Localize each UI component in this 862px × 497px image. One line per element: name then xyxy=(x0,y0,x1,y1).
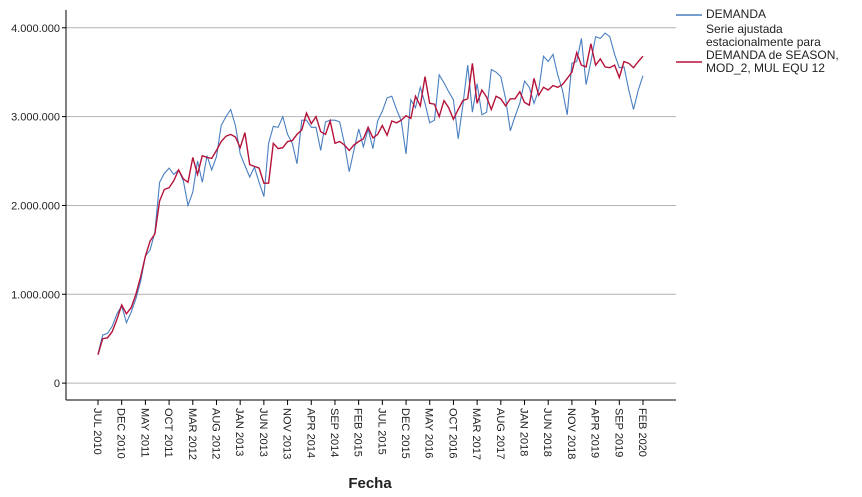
y-tick-label: 3.000.000 xyxy=(11,112,60,124)
x-tick-label: JUL 2015 xyxy=(375,408,387,455)
legend-label: Serie ajustada estacionalmente para DEMA… xyxy=(706,22,839,75)
y-tick-label: 1.000.000 xyxy=(11,289,60,301)
x-tick-label: OCT 2016 xyxy=(446,408,458,459)
x-tick-label: JUN 2018 xyxy=(541,408,553,457)
series-line xyxy=(97,32,644,354)
x-tick-label: APR 2014 xyxy=(304,408,316,458)
legend-swatch xyxy=(676,61,702,63)
y-tick-label: 4.000.000 xyxy=(11,23,60,35)
x-tick-label: FEB 2020 xyxy=(636,408,648,457)
x-tick-label: MAY 2016 xyxy=(423,408,435,458)
x-tick-label: AUG 2012 xyxy=(209,408,221,459)
x-tick-label: AUG 2017 xyxy=(494,408,506,459)
x-tick-label: MAR 2017 xyxy=(470,408,482,460)
legend-label: DEMANDA xyxy=(706,7,767,21)
series-line xyxy=(97,43,644,355)
legend-swatch xyxy=(676,14,702,16)
x-tick-label: MAR 2012 xyxy=(186,408,198,460)
x-tick-label: JAN 2013 xyxy=(233,408,245,456)
x-tick-label: SEP 2014 xyxy=(328,408,340,457)
legend-item: Serie ajustada estacionalmente para DEMA… xyxy=(676,23,862,75)
x-tick-label: JAN 2018 xyxy=(518,408,530,456)
y-tick-label: 0 xyxy=(54,378,60,390)
x-tick-label: JUL 2010 xyxy=(91,408,103,455)
x-tick-label: OCT 2011 xyxy=(162,408,174,458)
legend: DEMANDA Serie ajustada estacionalmente pa… xyxy=(676,8,862,77)
x-axis-title: Fecha xyxy=(348,475,392,492)
x-tick-label: DEC 2015 xyxy=(399,408,411,459)
legend-item: DEMANDA xyxy=(676,8,862,21)
x-tick-label: NOV 2013 xyxy=(281,408,293,459)
x-tick-label: DEC 2010 xyxy=(115,408,127,459)
x-tick-label: SEP 2019 xyxy=(612,408,624,457)
x-tick-label: APR 2019 xyxy=(589,408,601,458)
x-tick-label: NOV 2018 xyxy=(565,408,577,459)
x-tick-label: MAY 2011 xyxy=(138,408,150,458)
x-tick-label: FEB 2015 xyxy=(352,408,364,457)
y-tick-label: 2.000.000 xyxy=(11,200,60,212)
x-tick-label: JUN 2013 xyxy=(257,408,269,457)
